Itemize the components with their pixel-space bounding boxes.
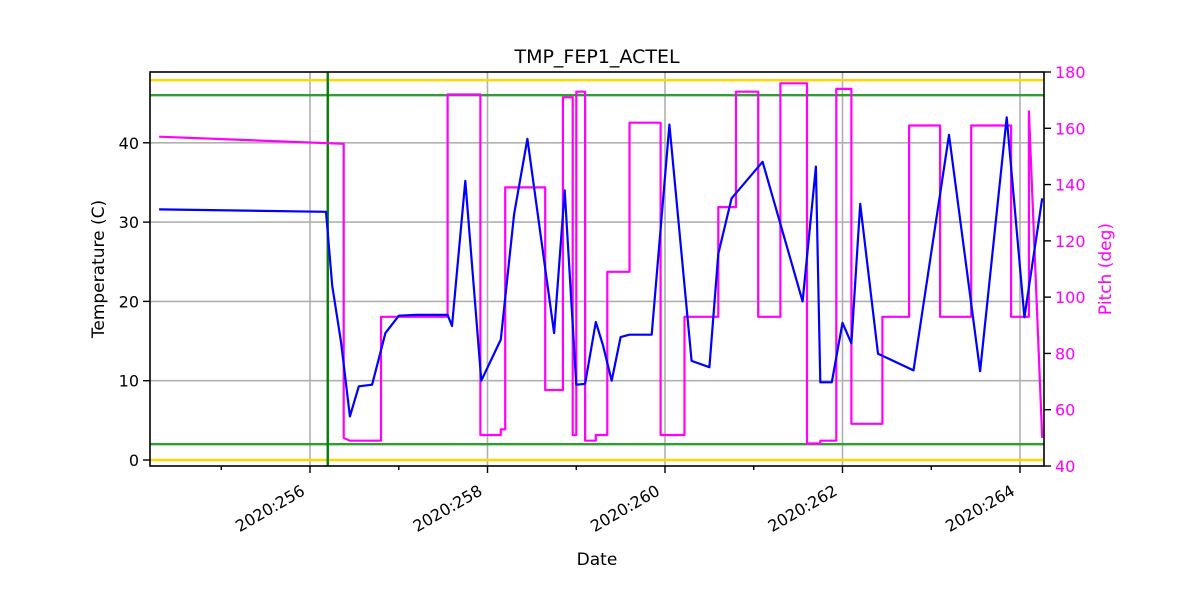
y-tick-label-right: 80 (1055, 344, 1075, 363)
y-tick-label-right: 180 (1055, 63, 1086, 82)
pitch-series-line (159, 82, 1044, 445)
x-tick-label: 2020:260 (587, 481, 663, 536)
plot-frame (149, 71, 1045, 467)
y-axis-label-right: Pitch (deg) (1096, 223, 1116, 315)
temperature-series-line (159, 116, 1044, 418)
y-tick-label-right: 60 (1055, 401, 1075, 420)
x-tick-label: 2020:262 (765, 481, 841, 536)
axis-ticks (143, 71, 1051, 473)
y-tick-label-left: 20 (119, 292, 139, 311)
y-tick-label-right: 120 (1055, 232, 1086, 251)
x-axis-label: Date (577, 550, 618, 570)
y-tick-label-left: 30 (119, 213, 139, 232)
y-tick-label-left: 40 (119, 134, 139, 153)
y-tick-label-right: 160 (1055, 119, 1086, 138)
x-tick-label: 2020:264 (942, 481, 1018, 536)
y-tick-label-left: 10 (119, 372, 139, 391)
y-tick-label-left: 0 (129, 451, 139, 470)
x-tick-label: 2020:256 (232, 481, 308, 536)
y-tick-label-right: 40 (1055, 457, 1075, 476)
y-tick-label-right: 140 (1055, 176, 1086, 195)
y-axis-label-left: Temperature (C) (89, 200, 109, 339)
y-tick-label-right: 100 (1055, 288, 1086, 307)
chart-title: TMP_FEP1_ACTEL (513, 46, 679, 68)
x-tick-label: 2020:258 (410, 481, 486, 536)
reference-lines (150, 72, 1044, 466)
